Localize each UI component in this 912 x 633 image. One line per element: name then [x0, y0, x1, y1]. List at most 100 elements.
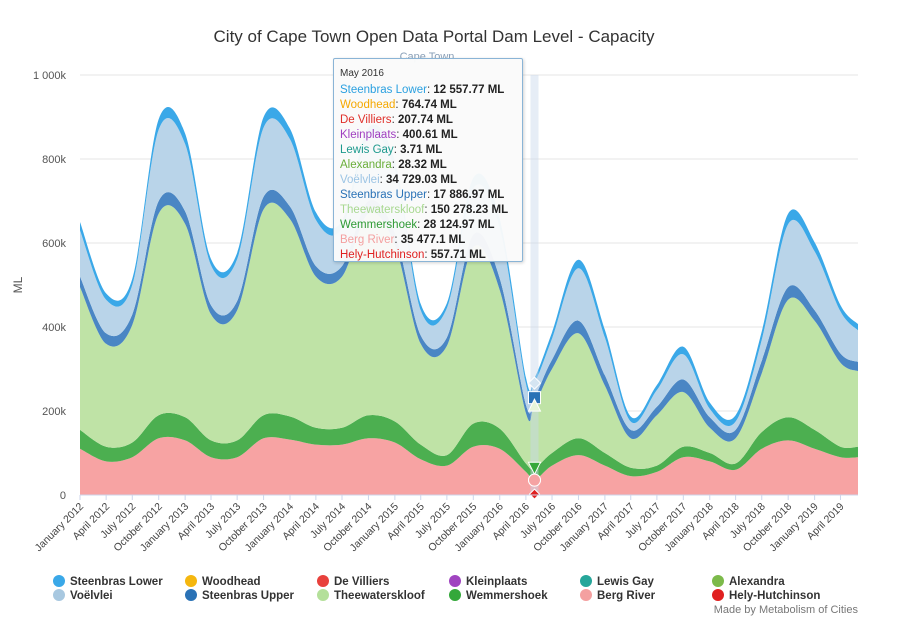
- tooltip-row: Theewaterskloof: 150 278.23 ML: [340, 203, 516, 218]
- tooltip-series-name: Lewis Gay: [340, 144, 394, 156]
- legend-item[interactable]: Woodhead: [185, 575, 261, 588]
- tooltip-series-name: Voëlvlei: [340, 174, 380, 186]
- legend-swatch: [317, 589, 329, 601]
- legend-item[interactable]: Theewaterskloof: [317, 589, 425, 602]
- y-axis-title: ML: [11, 276, 25, 293]
- legend-label: Hely-Hutchinson: [729, 590, 820, 602]
- y-tick-label: 0: [60, 490, 66, 502]
- tooltip-date: May 2016: [340, 68, 384, 79]
- tooltip-series-name: De Villiers: [340, 114, 392, 126]
- legend-item[interactable]: De Villiers: [317, 575, 389, 588]
- hover-markers: [527, 75, 542, 500]
- tooltip-series-name: Theewaterskloof: [340, 204, 425, 216]
- tooltip-row: Alexandra: 28.32 ML: [340, 158, 516, 173]
- tooltip-separator: :: [426, 189, 434, 201]
- tooltip-row: Kleinplaats: 400.61 ML: [340, 128, 516, 143]
- tooltip-separator: :: [424, 249, 431, 261]
- tooltip-series-name: Alexandra: [340, 159, 392, 171]
- tooltip-series-name: Wemmershoek: [340, 219, 418, 231]
- legend-label: Wemmershoek: [466, 590, 548, 602]
- area-series: [80, 202, 858, 470]
- crosshair: [530, 75, 539, 495]
- tooltip-row: Steenbras Lower: 12 557.77 ML: [340, 83, 516, 98]
- tooltip-row: Lewis Gay: 3.71 ML: [340, 143, 516, 158]
- area-series: [80, 412, 858, 481]
- legend-label: Theewaterskloof: [334, 590, 425, 602]
- tooltip-row: Hely-Hutchinson: 557.71 ML: [340, 248, 516, 263]
- tooltip-separator: :: [379, 174, 387, 186]
- hover-marker: [528, 473, 542, 487]
- tooltip-value: 28.32 ML: [398, 159, 447, 171]
- legend-label: Woodhead: [202, 576, 261, 588]
- tooltip-separator: :: [426, 84, 434, 96]
- tooltip-value: 17 886.97 ML: [433, 189, 505, 201]
- hover-marker: [527, 376, 542, 390]
- legend-label: Berg River: [597, 590, 656, 602]
- area-series: [80, 117, 858, 434]
- tooltip-separator: :: [417, 219, 424, 231]
- tooltip-series-name: Hely-Hutchinson: [340, 249, 425, 261]
- tooltip-series-name: Steenbras Lower: [340, 84, 427, 96]
- legend-item[interactable]: Steenbras Upper: [185, 589, 295, 602]
- legend-label: Steenbras Upper: [202, 590, 295, 602]
- tooltip-row: De Villiers: 207.74 ML: [340, 113, 516, 128]
- legend-swatch: [712, 589, 724, 601]
- y-tick-label: 400k: [42, 322, 66, 334]
- tooltip-series-name: Berg River: [340, 234, 395, 246]
- legend-item[interactable]: Berg River: [580, 589, 656, 602]
- legend-item[interactable]: Voëlvlei: [53, 589, 113, 602]
- credit-text[interactable]: Made by Metabolism of Cities: [714, 604, 859, 616]
- y-tick-label: 1 000k: [33, 70, 67, 82]
- legend-swatch: [185, 575, 197, 587]
- legend-item[interactable]: Alexandra: [712, 575, 785, 588]
- tooltip-row: Woodhead: 764.74 ML: [340, 98, 516, 113]
- tooltip-row: Voëlvlei: 34 729.03 ML: [340, 173, 516, 188]
- y-tick-label: 800k: [42, 154, 66, 166]
- tooltip-separator: :: [391, 114, 398, 126]
- chart-title: City of Cape Town Open Data Portal Dam L…: [214, 27, 655, 46]
- legend-swatch: [712, 575, 724, 587]
- y-axis: 0 200k 400k 600k 800k 1 000k: [33, 70, 67, 502]
- legend-label: Lewis Gay: [597, 576, 654, 588]
- tooltip-value: 150 278.23 ML: [430, 204, 509, 216]
- legend-swatch: [53, 575, 65, 587]
- tooltip-row: Berg River: 35 477.1 ML: [340, 233, 516, 248]
- legend-swatch: [185, 589, 197, 601]
- tooltip-separator: :: [396, 129, 403, 141]
- legend-swatch: [53, 589, 65, 601]
- legend-swatch: [580, 589, 592, 601]
- legend-swatch: [317, 575, 329, 587]
- tooltip: May 2016 Steenbras Lower: 12 557.77 ML Wo…: [333, 58, 523, 262]
- legend: Steenbras Lower Woodhead De Villiers Kleinp…: [53, 575, 820, 602]
- tooltip-row: Wemmershoek: 28 124.97 ML: [340, 218, 516, 233]
- tooltip-value: 28 124.97 ML: [423, 219, 495, 231]
- legend-swatch: [449, 589, 461, 601]
- tooltip-separator: :: [394, 234, 401, 246]
- legend-item[interactable]: Lewis Gay: [580, 575, 654, 588]
- tooltip-separator: :: [395, 99, 402, 111]
- legend-item[interactable]: Kleinplaats: [449, 575, 527, 588]
- legend-item[interactable]: Hely-Hutchinson: [712, 589, 820, 602]
- tooltip-separator: :: [393, 144, 401, 156]
- legend-label: De Villiers: [334, 576, 389, 588]
- tooltip-value: 400.61 ML: [402, 129, 458, 141]
- y-tick-label: 600k: [42, 238, 66, 250]
- tooltip-separator: :: [424, 204, 431, 216]
- tooltip-series-name: Woodhead: [340, 99, 396, 111]
- tooltip-value: 34 729.03 ML: [386, 174, 457, 186]
- area-series: [80, 436, 858, 495]
- tooltip-row: Steenbras Upper: 17 886.97 ML: [340, 188, 516, 203]
- legend-label: Voëlvlei: [70, 590, 113, 602]
- hover-marker: [527, 398, 542, 412]
- legend-swatch: [449, 575, 461, 587]
- legend-item[interactable]: Wemmershoek: [449, 589, 548, 602]
- hover-marker: [527, 461, 542, 476]
- tooltip-value: 557.71 ML: [430, 249, 486, 261]
- tooltip-series-name: Steenbras Upper: [340, 189, 427, 201]
- hover-marker: [528, 488, 541, 500]
- legend-item[interactable]: Steenbras Lower: [53, 575, 163, 588]
- legend-label: Kleinplaats: [466, 576, 527, 588]
- tooltip-value: 207.74 ML: [397, 114, 453, 126]
- tooltip-separator: :: [391, 159, 399, 171]
- legend-label: Steenbras Lower: [70, 576, 163, 588]
